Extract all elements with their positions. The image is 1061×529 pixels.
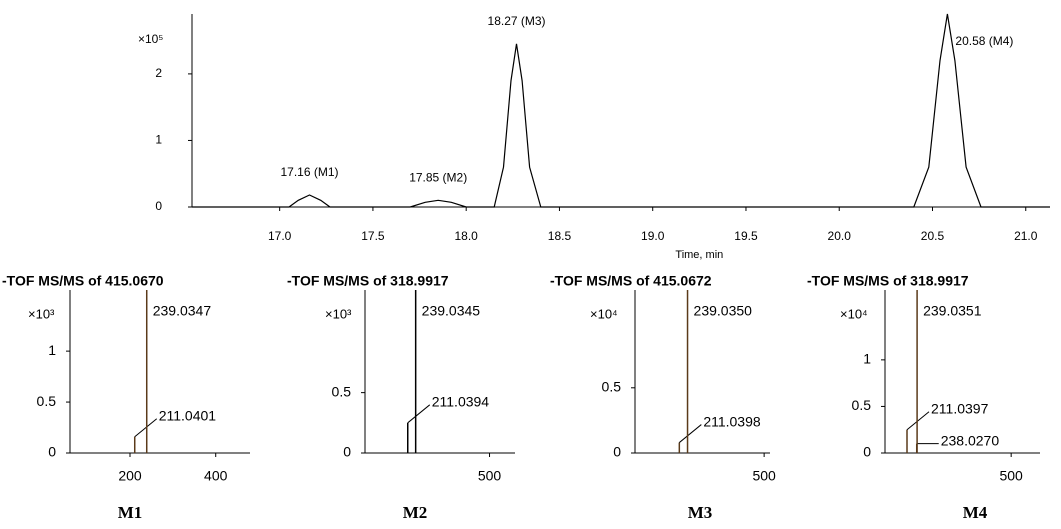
- x-tick-label: 20.0: [828, 229, 852, 243]
- y-tick-label: 0.5: [37, 393, 57, 409]
- peak-label: 239.0351: [923, 303, 982, 319]
- x-tick-label: 400: [204, 468, 228, 484]
- y-tick-label: 1: [48, 342, 56, 358]
- x-tick-label: 18.0: [455, 229, 479, 243]
- peak-annotation: 17.16 (M1): [280, 165, 338, 179]
- y-tick-label: 0: [613, 444, 621, 460]
- y-tick-label: 1: [863, 351, 871, 367]
- x-tick-label: 17.0: [268, 229, 292, 243]
- x-tick-label: 500: [999, 468, 1023, 484]
- peak-annotation: 17.85 (M2): [409, 171, 467, 185]
- x-tick-label: 18.5: [548, 229, 572, 243]
- peak-leader: [134, 418, 158, 438]
- peak-label: 239.0350: [694, 303, 753, 319]
- x-tick-label: 17.5: [361, 229, 385, 243]
- y-tick-label: 0: [863, 444, 871, 460]
- peak-label: 239.0345: [422, 303, 481, 319]
- peak-leader: [679, 424, 702, 443]
- y-tick-label: 0.5: [602, 379, 622, 395]
- y-tick-label: 0: [343, 444, 351, 460]
- x-tick-label: 20.5: [921, 229, 945, 243]
- chromatogram-line: [192, 13, 1050, 208]
- panel-caption: M1: [118, 503, 143, 522]
- y-multiplier: ×10³: [28, 306, 55, 321]
- x-axis-label: Time, min: [675, 249, 723, 261]
- y-multiplier: ×10⁵: [138, 32, 163, 46]
- peak-label: 211.0394: [432, 394, 490, 410]
- y-tick-label: 0: [155, 199, 162, 213]
- x-tick-label: 500: [752, 468, 776, 484]
- x-tick-label: 500: [478, 468, 502, 484]
- x-tick-label: 19.5: [734, 229, 758, 243]
- y-multiplier: ×10⁴: [590, 306, 618, 321]
- peak-label: 239.0347: [153, 303, 212, 319]
- y-tick-label: 0.5: [852, 397, 872, 413]
- y-multiplier: ×10⁴: [840, 306, 868, 321]
- peak-label: 211.0398: [703, 413, 761, 429]
- peak-leader: [407, 404, 431, 424]
- spectrum-title: -TOF MS/MS of 415.0670: [2, 273, 164, 289]
- panel-caption: M2: [403, 503, 428, 522]
- panel-caption: M4: [963, 503, 988, 522]
- y-tick-label: 0.5: [332, 383, 352, 399]
- spectrum-title: -TOF MS/MS of 318.9917: [807, 273, 969, 289]
- spectrum-title: -TOF MS/MS of 318.9917: [287, 273, 449, 289]
- x-tick-label: 21.0: [1014, 229, 1038, 243]
- x-tick-label: 19.0: [641, 229, 665, 243]
- panel-caption: M3: [688, 503, 713, 522]
- y-tick-label: 2: [155, 66, 162, 80]
- peak-leader: [906, 411, 930, 431]
- peak-annotation: 18.27 (M3): [488, 14, 546, 28]
- y-tick-label: 0: [48, 444, 56, 460]
- y-multiplier: ×10³: [325, 306, 352, 321]
- x-tick-label: 200: [118, 468, 142, 484]
- spectrum-title: -TOF MS/MS of 415.0672: [550, 273, 712, 289]
- peak-label: 238.0270: [941, 432, 1000, 448]
- y-tick-label: 1: [155, 133, 162, 147]
- peak-annotation: 20.58 (M4): [955, 34, 1013, 48]
- peak-label: 211.0397: [931, 400, 989, 416]
- peak-label: 211.0401: [159, 407, 217, 423]
